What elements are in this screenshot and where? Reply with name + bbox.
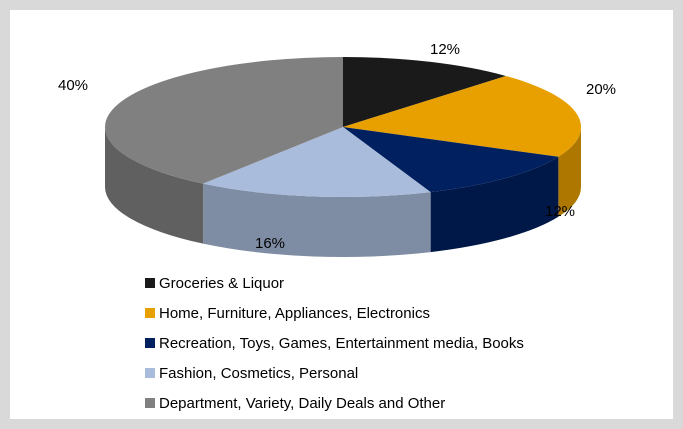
chart: 12% 20% 12% 16% 40% Groceries & Liquor Home, F…: [10, 10, 673, 419]
value-label: 20%: [586, 81, 616, 98]
value-label: 12%: [545, 203, 575, 220]
legend-swatch: [145, 398, 155, 408]
legend-label: Department, Variety, Daily Deals and Oth…: [159, 395, 445, 412]
value-label: 40%: [58, 77, 88, 94]
slice: [203, 127, 431, 197]
legend-swatch: [145, 368, 155, 378]
slice-side: [558, 127, 581, 217]
legend-label: Fashion, Cosmetics, Personal: [159, 365, 358, 382]
legend-swatch: [145, 278, 155, 288]
slice: [343, 57, 506, 127]
slice: [343, 75, 581, 157]
legend-label: Home, Furniture, Appliances, Electronics: [159, 305, 430, 322]
value-label: 16%: [255, 235, 285, 252]
slice: [104, 57, 343, 184]
slice-side: [203, 183, 431, 257]
value-label: 12%: [430, 41, 460, 58]
slice: [343, 127, 559, 193]
legend-label: Groceries & Liquor: [159, 275, 284, 292]
legend-swatch: [145, 308, 155, 318]
slice-side: [105, 127, 204, 244]
legend-label: Recreation, Toys, Games, Entertainment m…: [159, 335, 524, 352]
slice-side: [430, 156, 559, 253]
legend-swatch: [145, 338, 155, 348]
